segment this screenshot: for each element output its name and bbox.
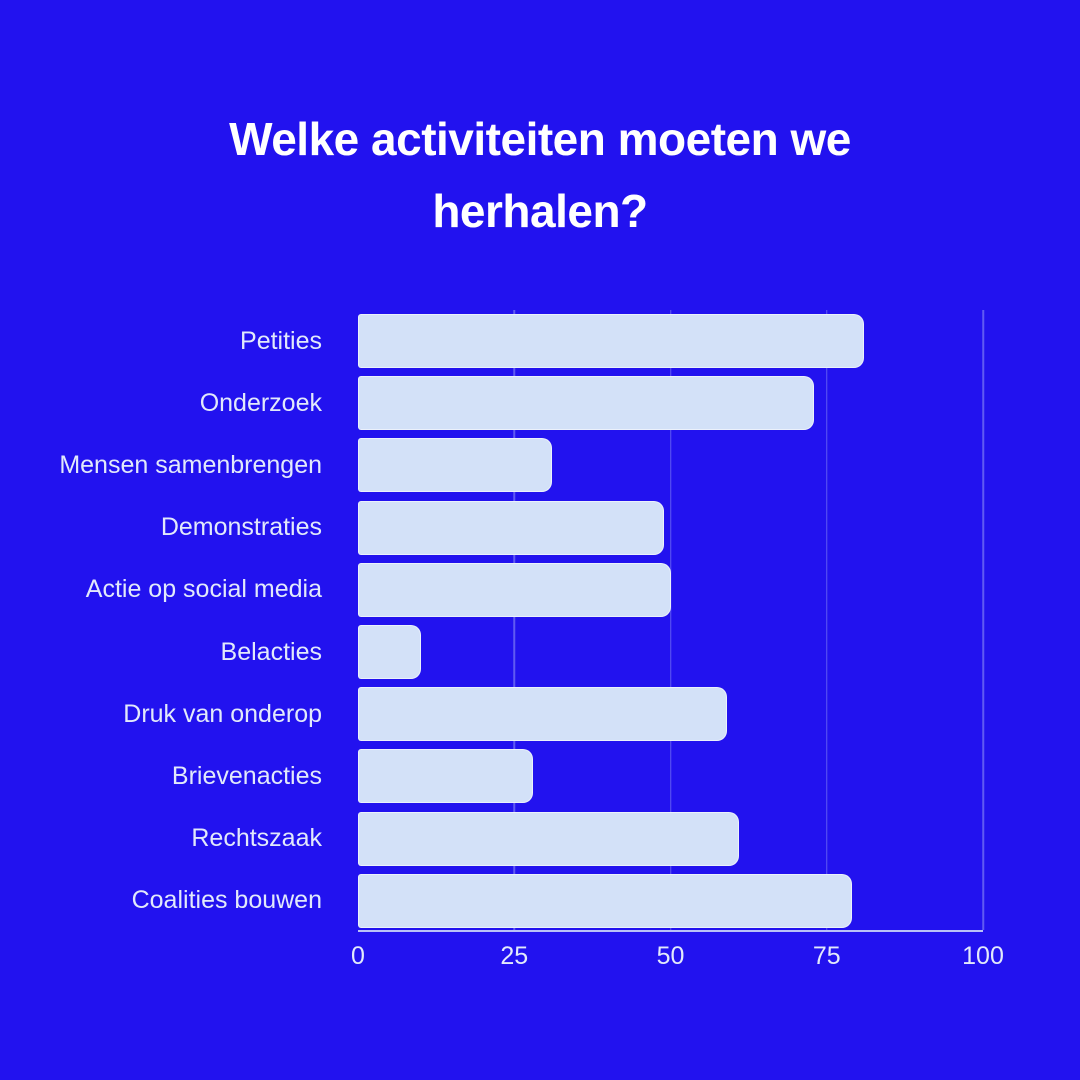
bar-row — [358, 683, 983, 745]
value-axis-ticks: 0 25 50 75 100 — [351, 942, 1004, 978]
x-tick-label: 100 — [962, 942, 1004, 970]
bar — [358, 749, 533, 804]
category-label: Brievenacties — [171, 761, 322, 790]
chart-title: Welke activiteiten moeten we herhalen? — [0, 103, 1080, 247]
x-tick-label: 25 — [500, 942, 529, 970]
bar-row — [358, 497, 983, 559]
chart-title-line-2: herhalen? — [432, 185, 648, 237]
category-label: Belacties — [220, 637, 322, 666]
bar-rows — [358, 310, 983, 930]
gridline — [669, 310, 672, 930]
bar — [358, 438, 552, 493]
bar — [358, 562, 671, 617]
bar — [358, 625, 421, 680]
bar-row — [358, 434, 983, 496]
category-label: Demonstraties — [160, 513, 322, 542]
bar — [358, 687, 727, 742]
x-tick-label: 50 — [656, 942, 685, 970]
bar — [358, 376, 815, 431]
plot-area — [358, 310, 984, 932]
category-label: Druk van onderop — [123, 699, 322, 728]
category-label: Onderzoek — [199, 388, 322, 417]
bar-row — [358, 310, 983, 372]
gridline — [513, 310, 515, 930]
bar-row — [358, 621, 983, 683]
bar — [358, 873, 852, 928]
bar — [358, 500, 665, 555]
x-tick-label: 0 — [351, 942, 365, 970]
category-label: Actie op social media — [85, 575, 322, 604]
chart-title-line-1: Welke activiteiten moeten we — [229, 113, 851, 165]
category-label: Petities — [240, 326, 322, 355]
x-tick-label: 75 — [812, 942, 841, 970]
bar-row — [358, 372, 983, 434]
bar — [358, 314, 865, 369]
bar-row — [358, 870, 983, 932]
gridline — [826, 310, 828, 930]
category-label: Coalities bouwen — [131, 886, 322, 915]
category-label: Mensen samenbrengen — [59, 450, 322, 479]
bar-row — [358, 808, 983, 870]
bar-row — [358, 745, 983, 807]
bar — [358, 811, 740, 866]
gridline — [982, 310, 984, 930]
bar-row — [358, 559, 983, 621]
category-axis-labels: Petities Onderzoek Mensen samenbrengen Demo… — [0, 310, 340, 932]
category-label: Rechtszaak — [191, 824, 322, 853]
